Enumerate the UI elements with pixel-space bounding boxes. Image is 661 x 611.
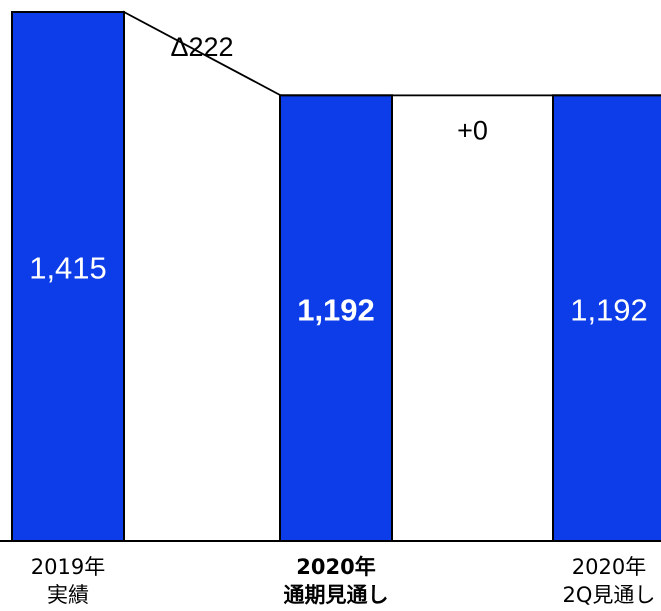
bar-total-1 xyxy=(279,94,393,543)
bar-value-label-2: 1,192 xyxy=(570,292,648,327)
category-label-2-line1: 2020年 xyxy=(572,555,646,579)
bar-value-label-0: 1,415 xyxy=(29,251,107,286)
step-connector-0 xyxy=(123,10,281,542)
bar-total-0 xyxy=(11,11,125,542)
bar-value-label-1: 1,192 xyxy=(297,292,375,327)
bar-total-2 xyxy=(552,94,661,543)
step-connector-1 xyxy=(391,94,554,542)
category-label-0-line2: 実績 xyxy=(47,583,89,607)
category-label-0-line1: 2019年 xyxy=(31,555,105,579)
step-label-0: Δ222 xyxy=(170,32,233,62)
category-label-2-line2: 2Q見通し xyxy=(563,583,656,607)
step-label-1: +0 xyxy=(457,115,488,145)
category-label-1-line1: 2020年 xyxy=(296,555,375,579)
category-label-1-line2: 通期見通し xyxy=(284,583,389,607)
